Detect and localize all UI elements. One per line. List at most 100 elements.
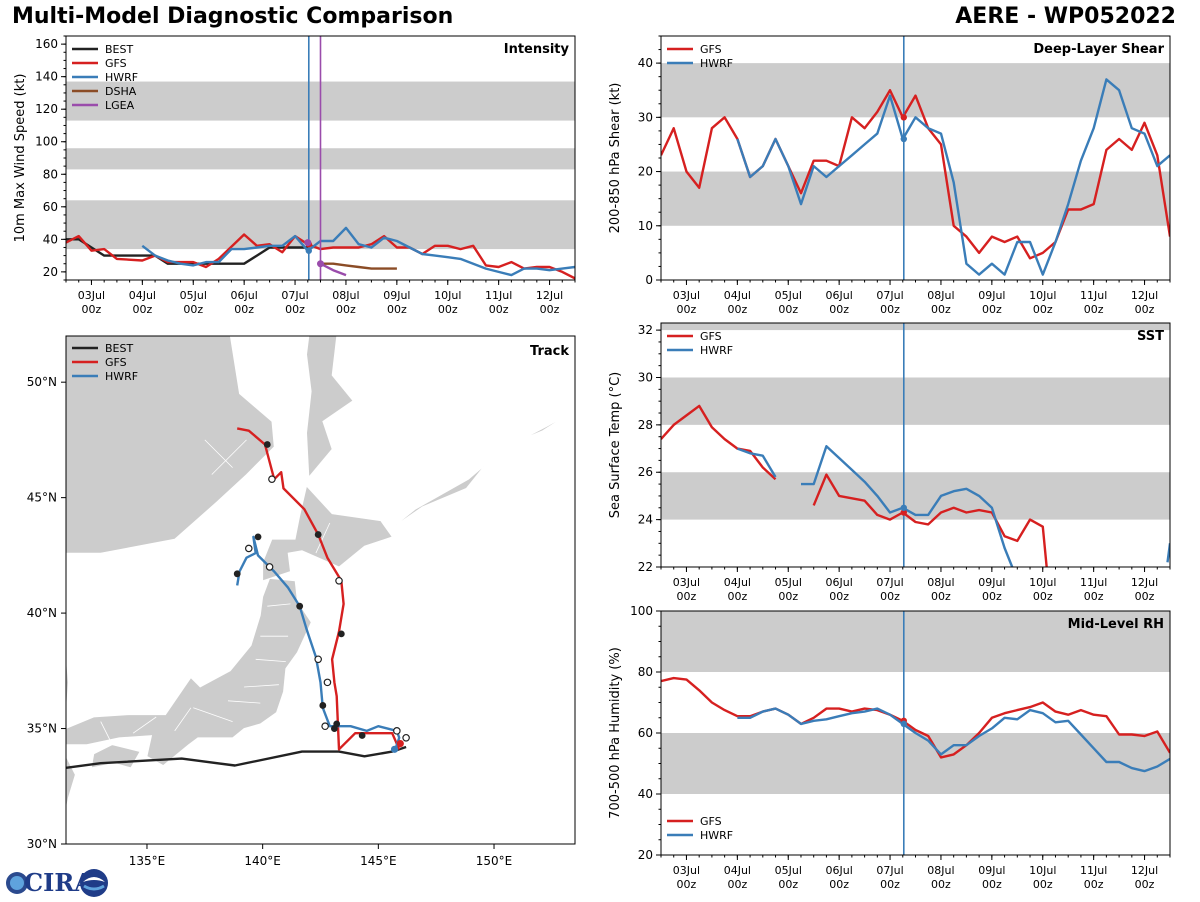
intensity-xtick-label: 00z bbox=[183, 303, 203, 316]
intensity-marker-lgea bbox=[304, 239, 312, 247]
intensity-legend-label: DSHA bbox=[105, 85, 137, 98]
sst-xtick-label: 00z bbox=[880, 590, 900, 603]
intensity-ytick-label: 60 bbox=[43, 200, 58, 214]
storm-id: AERE - WP052022 bbox=[955, 4, 1176, 29]
rh-xtick-label: 00z bbox=[1084, 878, 1104, 891]
sst-xtick-label: 05Jul bbox=[775, 576, 802, 589]
rh-xtick-label: 00z bbox=[1135, 878, 1155, 891]
land-border bbox=[174, 707, 192, 732]
land-korea bbox=[66, 654, 69, 715]
intensity-legend-label: HWRF bbox=[105, 71, 138, 84]
land-border bbox=[227, 700, 261, 704]
land-border bbox=[211, 439, 247, 475]
rh-xtick-label: 00z bbox=[677, 878, 697, 891]
shear-xtick-label: 03Jul bbox=[673, 289, 700, 302]
track-point-open bbox=[244, 544, 253, 553]
intensity-series-hwrf bbox=[141, 226, 575, 277]
track-point-filled bbox=[319, 702, 327, 709]
shear-xtick-label: 00z bbox=[778, 303, 798, 316]
intensity-panel: 2040608010012014016003Jul00z04Jul00z05Ju… bbox=[13, 35, 576, 316]
sst-ytick-label: 28 bbox=[638, 418, 653, 432]
shear-xtick-label: 11Jul bbox=[1080, 289, 1107, 302]
intensity-marker-lgea-start bbox=[317, 260, 324, 268]
intensity-ytick-label: 80 bbox=[43, 167, 58, 181]
track-xtick-label: 145°E bbox=[360, 854, 397, 868]
intensity-xtick-label: 00z bbox=[438, 303, 458, 316]
sst-xtick-label: 09Jul bbox=[978, 576, 1005, 589]
intensity-ytick-label: 100 bbox=[35, 135, 58, 149]
land-honshu bbox=[66, 578, 312, 766]
track-point-open bbox=[393, 727, 401, 735]
rh-legend-label: HWRF bbox=[700, 829, 733, 842]
shear-band bbox=[661, 171, 1170, 226]
track-panel: 135°E 140°E 145°E 150°E 30°N 35°N 40°N 45°N 50°N… bbox=[27, 335, 576, 868]
track-point-open bbox=[268, 475, 276, 483]
shear-xtick-label: 00z bbox=[677, 303, 697, 316]
rh-xtick-label: 10Jul bbox=[1029, 864, 1056, 877]
sst-legend-label: HWRF bbox=[700, 344, 733, 357]
intensity-current-marker bbox=[305, 247, 312, 254]
intensity-ylabel: 10m Max Wind Speed (kt) bbox=[13, 74, 28, 243]
intensity-xtick-label: 10Jul bbox=[434, 289, 461, 302]
intensity-xtick-label: 07Jul bbox=[281, 289, 308, 302]
sst-xtick-label: 00z bbox=[829, 590, 849, 603]
shear-xtick-label: 00z bbox=[829, 303, 849, 316]
track-ytick-label: 35°N bbox=[27, 722, 57, 736]
track-frame bbox=[65, 335, 576, 845]
track-ytick-label: 50°N bbox=[27, 375, 57, 389]
track-title: Track bbox=[530, 344, 569, 359]
rh-xtick-label: 00z bbox=[880, 878, 900, 891]
track-current-hwrf bbox=[390, 745, 399, 753]
sst-ytick-label: 24 bbox=[638, 513, 653, 527]
sst-ytick-label: 32 bbox=[638, 323, 653, 337]
intensity-xtick-label: 00z bbox=[489, 303, 509, 316]
intensity-series-lgea bbox=[319, 262, 347, 277]
rh-ytick-label: 60 bbox=[638, 726, 653, 740]
shear-xtick-label: 07Jul bbox=[876, 289, 903, 302]
sst-frame bbox=[660, 322, 1171, 568]
land-kyushu bbox=[66, 756, 76, 810]
track-legend-label: HWRF bbox=[105, 370, 138, 383]
sst-series-gfs bbox=[661, 404, 1048, 567]
rh-xtick-label: 00z bbox=[982, 878, 1002, 891]
sst-xtick-label: 00z bbox=[1135, 590, 1155, 603]
track-point-filled bbox=[314, 531, 322, 538]
intensity-series-dsha bbox=[320, 262, 397, 270]
land-kurils bbox=[391, 464, 486, 529]
land-hokkaido bbox=[262, 485, 393, 582]
track-point-open bbox=[265, 563, 274, 571]
shear-current-marker bbox=[900, 135, 907, 143]
rh-ytick-label: 100 bbox=[630, 604, 653, 618]
track-legend-label: GFS bbox=[105, 356, 127, 369]
land-mainland bbox=[66, 336, 275, 554]
rh-xtick-label: 07Jul bbox=[876, 864, 903, 877]
sst-xtick-label: 00z bbox=[1084, 590, 1104, 603]
rh-title: Mid-Level RH bbox=[1068, 617, 1164, 632]
track-ytick-label: 45°N bbox=[27, 491, 57, 505]
rh-xtick-label: 11Jul bbox=[1080, 864, 1107, 877]
shear-legend-label: HWRF bbox=[700, 57, 733, 70]
track-xtick-label: 140°E bbox=[244, 854, 281, 868]
intensity-xtick-label: 00z bbox=[82, 303, 102, 316]
sst-xtick-label: 00z bbox=[1033, 590, 1053, 603]
shear-ytick-label: 40 bbox=[638, 56, 653, 70]
rh-xtick-label: 00z bbox=[1033, 878, 1053, 891]
sst-xtick-label: 07Jul bbox=[876, 576, 903, 589]
sst-title: SST bbox=[1137, 329, 1164, 344]
intensity-ytick-label: 120 bbox=[35, 102, 58, 116]
rh-xtick-label: 05Jul bbox=[775, 864, 802, 877]
shear-xtick-label: 05Jul bbox=[775, 289, 802, 302]
rh-xtick-label: 00z bbox=[829, 878, 849, 891]
track-xtick-label: 150°E bbox=[476, 854, 513, 868]
sst-xtick-label: 00z bbox=[677, 590, 697, 603]
shear-panel: 01020304003Jul00z04Jul00z05Jul00z06Jul00… bbox=[608, 35, 1171, 316]
rh-ytick-label: 80 bbox=[638, 665, 653, 679]
intensity-xtick-label: 04Jul bbox=[129, 289, 156, 302]
intensity-xtick-label: 00z bbox=[387, 303, 407, 316]
land-border bbox=[267, 603, 291, 607]
rh-series-hwrf bbox=[737, 707, 1170, 773]
rh-xtick-label: 12Jul bbox=[1131, 864, 1158, 877]
intensity-ytick-label: 20 bbox=[43, 265, 58, 279]
land-border bbox=[255, 658, 286, 662]
